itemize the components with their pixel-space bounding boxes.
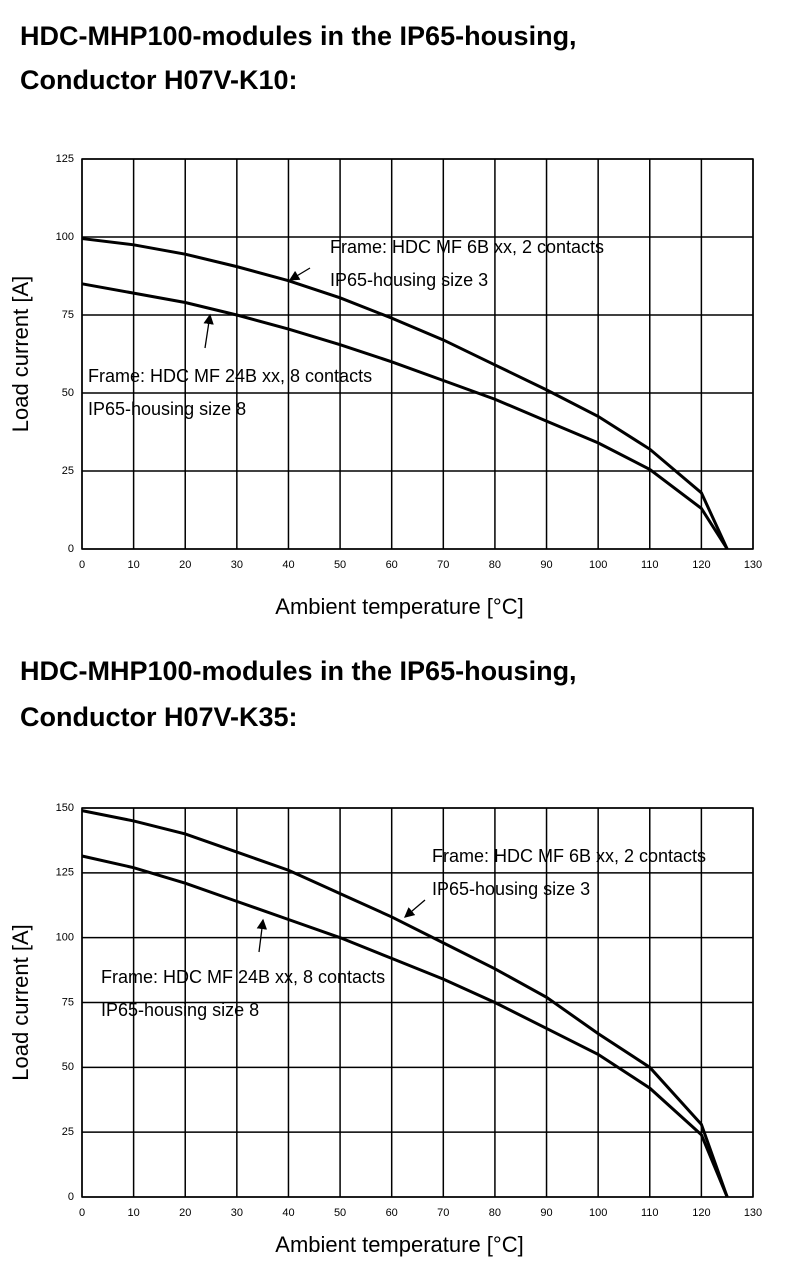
x-tick-label: 0 <box>79 559 85 571</box>
y-axis-label: Load current [A] <box>8 276 33 433</box>
chart-title: Conductor H07V-K35: <box>20 702 298 732</box>
y-axis-label: Load current [A] <box>8 924 33 1081</box>
annotation: IP65-housing size 8 <box>88 399 246 419</box>
annotation-arrow <box>288 267 311 281</box>
x-tick-label: 20 <box>179 1207 191 1219</box>
x-tick-label: 100 <box>589 559 607 571</box>
y-tick-label: 0 <box>68 543 74 555</box>
x-tick-label: 110 <box>641 1207 659 1219</box>
x-tick-label: 40 <box>282 1207 294 1219</box>
curve <box>81 237 729 550</box>
annotation: Frame: HDC MF 24B xx, 8 contacts <box>88 366 372 386</box>
x-tick-label: 50 <box>334 1207 346 1219</box>
x-tick-label: 40 <box>282 559 294 571</box>
y-tick-label: 75 <box>62 996 74 1008</box>
curve <box>81 282 729 550</box>
annotation-arrow <box>256 918 268 953</box>
y-tick-label: 100 <box>56 932 74 944</box>
chart-title: Conductor H07V-K10: <box>20 65 298 95</box>
x-tick-label: 80 <box>489 559 501 571</box>
y-tick-label: 25 <box>62 1126 74 1138</box>
curve <box>81 854 729 1198</box>
x-tick-label: 0 <box>79 1207 85 1219</box>
x-tick-label: 90 <box>540 559 552 571</box>
x-tick-label: 70 <box>437 559 449 571</box>
x-tick-label: 120 <box>692 559 710 571</box>
annotation: Frame: HDC MF 24B xx, 8 contacts <box>101 967 385 987</box>
x-tick-label: 110 <box>641 559 659 571</box>
plot-frame <box>81 158 754 550</box>
annotation: IP65-housing size 3 <box>330 270 488 290</box>
annotation: IP65-housing size 8 <box>101 1000 259 1020</box>
annotation: IP65-housing size 3 <box>432 879 590 899</box>
x-tick-label: 120 <box>692 1207 710 1219</box>
x-tick-label: 10 <box>127 559 139 571</box>
x-tick-label: 50 <box>334 559 346 571</box>
annotation-arrow <box>404 899 426 918</box>
x-tick-label: 30 <box>231 1207 243 1219</box>
x-tick-label: 130 <box>744 559 762 571</box>
x-tick-label: 10 <box>127 1207 139 1219</box>
y-tick-label: 125 <box>56 867 74 879</box>
x-axis-label: Ambient temperature [°C] <box>275 1232 523 1257</box>
y-tick-label: 125 <box>56 153 74 165</box>
curve <box>81 809 729 1198</box>
x-tick-label: 60 <box>386 559 398 571</box>
y-tick-label: 150 <box>56 802 74 814</box>
y-tick-label: 50 <box>62 1061 74 1073</box>
y-tick-label: 100 <box>56 231 74 243</box>
annotation: Frame: HDC MF 6B xx, 2 contacts <box>330 237 604 257</box>
y-tick-label: 25 <box>62 465 74 477</box>
y-tick-label: 50 <box>62 387 74 399</box>
x-tick-label: 130 <box>744 1207 762 1219</box>
annotation-arrow <box>203 313 214 349</box>
x-tick-label: 100 <box>589 1207 607 1219</box>
chart-title: HDC-MHP100-modules in the IP65-housing, <box>20 656 577 686</box>
y-tick-label: 75 <box>62 309 74 321</box>
chart-title: HDC-MHP100-modules in the IP65-housing, <box>20 21 577 51</box>
x-tick-label: 90 <box>540 1207 552 1219</box>
x-tick-label: 20 <box>179 559 191 571</box>
y-tick-label: 0 <box>68 1191 74 1203</box>
x-tick-label: 70 <box>437 1207 449 1219</box>
x-axis-label: Ambient temperature [°C] <box>275 594 523 619</box>
x-tick-label: 30 <box>231 559 243 571</box>
plot-frame <box>81 807 754 1198</box>
annotation: Frame: HDC MF 6B xx, 2 contacts <box>432 846 706 866</box>
x-tick-label: 80 <box>489 1207 501 1219</box>
x-tick-label: 60 <box>386 1207 398 1219</box>
